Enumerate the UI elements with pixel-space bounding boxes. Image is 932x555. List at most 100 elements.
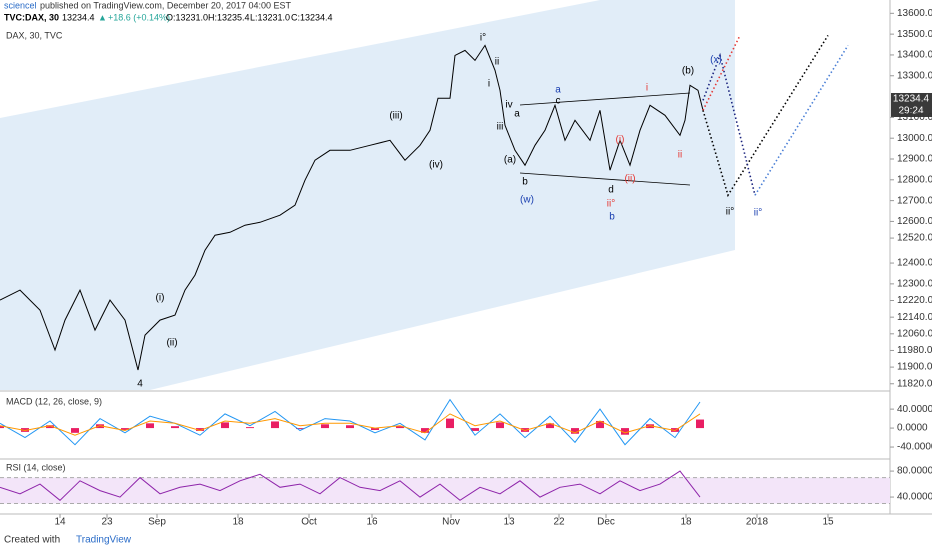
wave-label: i bbox=[488, 79, 490, 90]
wedge-line bbox=[519, 172, 691, 186]
author[interactable]: sciencel bbox=[4, 0, 37, 10]
wave-label: c bbox=[556, 96, 561, 107]
symbol: TVC:DAX, 30 bbox=[4, 12, 59, 22]
x-tick-label: Oct bbox=[301, 517, 317, 528]
x-tick-label: Nov bbox=[442, 517, 460, 528]
histogram-bar bbox=[346, 425, 354, 429]
wave-label: ii bbox=[495, 57, 499, 68]
histogram-bar bbox=[171, 426, 179, 429]
y-tick-label: 12300.0 bbox=[897, 279, 932, 290]
histogram-bar bbox=[271, 421, 279, 429]
y-tick-label: 40.0000 bbox=[897, 492, 932, 503]
histogram-bar bbox=[421, 428, 429, 433]
y-tick-label: 12600.0 bbox=[897, 216, 932, 227]
histogram-bar bbox=[596, 420, 604, 429]
projection-line bbox=[702, 52, 756, 196]
histogram-bar bbox=[121, 428, 129, 430]
high: H:13235.4 bbox=[208, 12, 250, 22]
y-tick-label: 12400.0 bbox=[897, 258, 932, 269]
y-tick-label: 13100.0 bbox=[897, 112, 932, 123]
x-tick-label: 13 bbox=[503, 517, 515, 528]
histogram-bar bbox=[371, 428, 379, 430]
y-tick-label: 12800.0 bbox=[897, 174, 932, 185]
wave-label: i bbox=[646, 83, 648, 94]
histogram-bar bbox=[396, 426, 404, 429]
x-tick-label: 15 bbox=[822, 517, 834, 528]
footer-text: Created with bbox=[4, 535, 60, 546]
x-tick-label: Sep bbox=[148, 517, 166, 528]
histogram-bar bbox=[321, 424, 329, 429]
wave-label: a bbox=[514, 109, 520, 120]
projection-line bbox=[754, 44, 849, 196]
histogram-bar bbox=[246, 427, 254, 429]
histogram-bar bbox=[71, 428, 79, 433]
footer-brand[interactable]: TradingView bbox=[76, 535, 132, 546]
price-label-box bbox=[891, 93, 932, 117]
histogram-bar bbox=[621, 428, 629, 435]
wave-label: d bbox=[608, 185, 614, 196]
open: O:13231.0 bbox=[166, 12, 208, 22]
wave-label: 4 bbox=[137, 379, 143, 390]
arrow: ▲ bbox=[98, 12, 107, 22]
x-tick-label: 14 bbox=[54, 517, 66, 528]
change: +18.6 (+0.14%) bbox=[108, 12, 170, 22]
publish-text: published on TradingView.com, December 2… bbox=[40, 0, 291, 10]
y-tick-label: 12520.0 bbox=[897, 233, 932, 244]
panel-title: RSI (14, close) bbox=[6, 462, 66, 472]
panel-title: DAX, 30, TVC bbox=[6, 30, 63, 40]
histogram-bar bbox=[46, 425, 54, 429]
wave-label: iv bbox=[505, 100, 512, 111]
close: C:13234.4 bbox=[291, 12, 333, 22]
wave-label: (ii) bbox=[166, 338, 177, 349]
x-tick-label: 2018 bbox=[746, 517, 769, 528]
y-tick-label: 13300.0 bbox=[897, 70, 932, 81]
y-tick-label: 13000.0 bbox=[897, 133, 932, 144]
series-line bbox=[0, 470, 701, 501]
wave-label: (b) bbox=[682, 66, 694, 77]
y-tick-label: 11900.0 bbox=[897, 362, 932, 373]
wave-label: (a) bbox=[504, 155, 516, 166]
wave-label: (iv) bbox=[429, 160, 443, 171]
wave-label: ii° bbox=[726, 207, 734, 218]
y-tick-label: 12060.0 bbox=[897, 328, 932, 339]
countdown: 29:24 bbox=[898, 106, 923, 117]
wave-label: i° bbox=[480, 33, 486, 44]
panel-title: MACD (12, 26, close, 9) bbox=[6, 396, 102, 406]
price-label: 13234.4 bbox=[893, 94, 930, 105]
rsi-band bbox=[0, 477, 890, 504]
histogram-bar bbox=[21, 428, 29, 432]
x-tick-label: 16 bbox=[366, 517, 378, 528]
wave-label: (iii) bbox=[389, 111, 402, 122]
histogram-bar bbox=[571, 428, 579, 434]
series-line bbox=[0, 44, 704, 371]
wave-label: (w) bbox=[520, 195, 534, 206]
series-line bbox=[0, 413, 701, 436]
histogram-bar bbox=[296, 428, 304, 430]
y-tick-label: 11980.0 bbox=[897, 345, 932, 356]
low: L:13231.0 bbox=[250, 12, 290, 22]
y-tick-label: 13500.0 bbox=[897, 29, 932, 40]
histogram-bar bbox=[546, 423, 554, 429]
wave-label: (i) bbox=[156, 293, 165, 304]
y-tick-label: 13600.0 bbox=[897, 8, 932, 19]
histogram-bar bbox=[196, 428, 204, 431]
wedge-line bbox=[519, 92, 691, 106]
series-line bbox=[0, 398, 701, 446]
y-tick-label: 11820.0 bbox=[897, 378, 932, 389]
wave-label: (i) bbox=[616, 135, 625, 146]
wave-label: ii° bbox=[607, 199, 615, 210]
y-tick-label: 13400.0 bbox=[897, 50, 932, 61]
histogram-bar bbox=[696, 419, 704, 429]
y-tick-label: 12700.0 bbox=[897, 195, 932, 206]
x-tick-label: 18 bbox=[232, 517, 244, 528]
last-price: 13234.4 bbox=[62, 12, 95, 22]
x-tick-label: 18 bbox=[680, 517, 692, 528]
y-tick-label: 0.0000 bbox=[897, 423, 928, 434]
x-tick-label: 23 bbox=[101, 517, 113, 528]
wave-label: ii° bbox=[754, 208, 762, 219]
wave-label: iii bbox=[497, 122, 504, 133]
y-tick-label: -40.0000 bbox=[897, 442, 932, 453]
y-tick-label: 40.0000 bbox=[897, 404, 932, 415]
x-tick-label: Dec bbox=[597, 517, 615, 528]
